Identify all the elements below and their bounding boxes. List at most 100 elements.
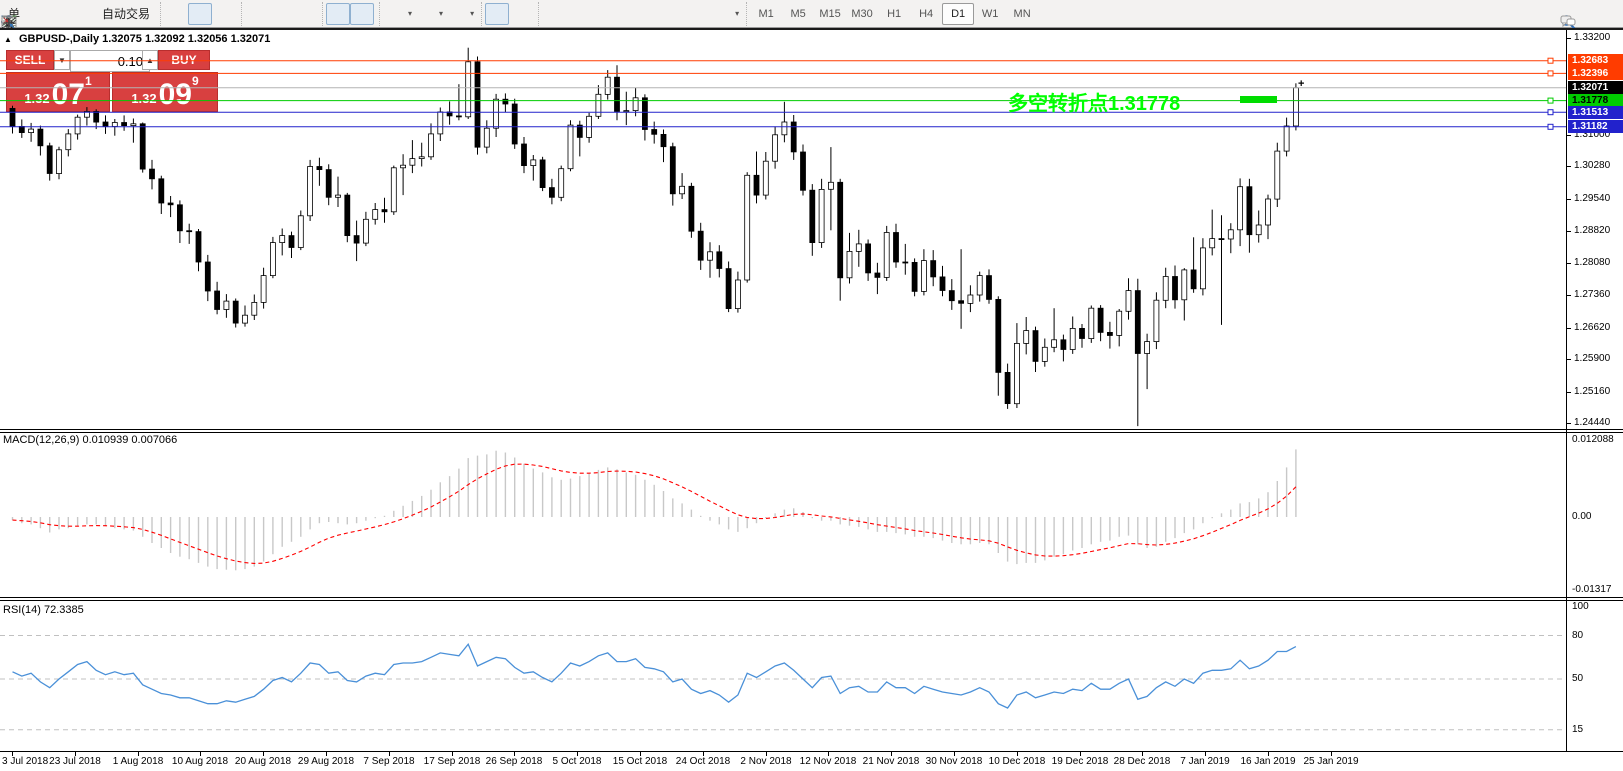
cursor-button[interactable] bbox=[6, 2, 510, 29]
chat-button[interactable] bbox=[1560, 2, 1617, 28]
macd-signal-line bbox=[12, 463, 1297, 564]
toolbar-group: M1 M5 M15 M30 H1 H4 D1 W1 MN bbox=[746, 1, 1041, 26]
trend-line-button[interactable] bbox=[2, 3, 614, 29]
text-button[interactable]: A bbox=[4, 3, 686, 30]
pane-separator[interactable] bbox=[0, 600, 1623, 601]
price-tick-mark bbox=[1566, 135, 1571, 136]
arrows-button[interactable] bbox=[3, 3, 734, 28]
trend-annotation-dash[interactable] bbox=[1240, 96, 1277, 103]
volume-increase-button[interactable]: ▲ bbox=[142, 50, 158, 70]
current-price-badge: 1.32071 bbox=[1568, 81, 1623, 94]
zoom-out-button[interactable] bbox=[2, 3, 293, 30]
pane-separator[interactable] bbox=[0, 432, 1623, 433]
line-chart-button[interactable] bbox=[1, 3, 236, 27]
price-tick-mark bbox=[1566, 328, 1571, 329]
bar-chart-button[interactable] bbox=[2, 3, 188, 28]
toolbar-group bbox=[1, 1, 320, 30]
chart-window[interactable]: ▲ GBPUSD-,Daily 1.32075 1.32092 1.32056 … bbox=[0, 30, 1623, 771]
rsi-pane[interactable] bbox=[0, 601, 1566, 751]
rsi-line bbox=[12, 642, 1297, 709]
macd-scale-min: -0.01317 bbox=[1572, 584, 1612, 595]
date-label: 28 Dec 2018 bbox=[1113, 756, 1171, 767]
price-tick-label: 1.25160 bbox=[1574, 386, 1611, 397]
timeframe-m15-button[interactable]: M15 bbox=[819, 7, 841, 20]
auto-scroll-button[interactable] bbox=[2, 2, 351, 28]
arrows-dropdown-caret[interactable]: ▾ bbox=[735, 9, 740, 18]
macd-label: MACD(12,26,9) 0.010939 0.007066 bbox=[3, 434, 178, 446]
level-price-badge: 1.31513 bbox=[1568, 106, 1623, 119]
date-label: 30 Nov 2018 bbox=[925, 756, 983, 767]
buy-button[interactable]: BUY bbox=[158, 50, 210, 70]
horizontal-line-button[interactable] bbox=[2, 3, 590, 25]
timeframe-mn-button[interactable]: MN bbox=[1013, 7, 1031, 20]
toolbar-right-icons bbox=[1559, 2, 1617, 30]
date-tick-mark bbox=[703, 752, 704, 756]
date-tick-mark bbox=[389, 752, 390, 756]
indicators-button[interactable] bbox=[2, 3, 407, 30]
price-tick-label: 1.28080 bbox=[1574, 257, 1611, 268]
price-tick-mark bbox=[1566, 166, 1571, 167]
date-tick-mark bbox=[1205, 752, 1206, 756]
buy-price-display[interactable]: 1.32 09 9 bbox=[112, 72, 218, 112]
timeframe-h1-button[interactable]: H1 bbox=[887, 7, 902, 20]
templates-button[interactable] bbox=[1, 3, 469, 28]
sell-price-pips: 07 bbox=[51, 78, 85, 111]
price-tick-label: 1.28820 bbox=[1574, 225, 1611, 236]
pane-separator[interactable] bbox=[0, 429, 1623, 430]
timeframe-m1-button[interactable]: M1 bbox=[758, 7, 774, 20]
price-axis-border bbox=[1566, 30, 1567, 752]
sell-price-display[interactable]: 1.32 07 1 bbox=[6, 72, 110, 112]
date-label: 25 Jan 2019 bbox=[1303, 756, 1359, 767]
autotrade-button[interactable]: 自动交易 bbox=[0, 3, 155, 30]
timeframe-d1-button[interactable]: D1 bbox=[942, 2, 975, 25]
date-tick-mark bbox=[514, 752, 515, 756]
date-label: 21 Nov 2018 bbox=[862, 756, 920, 767]
date-label: 7 Sep 2018 bbox=[363, 756, 415, 767]
periods-button[interactable] bbox=[2, 3, 438, 30]
chart-title: ▲ GBPUSD-,Daily 1.32075 1.32092 1.32056 … bbox=[4, 33, 270, 45]
signal-button[interactable] bbox=[3, 3, 97, 31]
price-tick-mark bbox=[1566, 199, 1571, 200]
rsi-scale-label: 80 bbox=[1572, 630, 1584, 641]
date-tick-mark bbox=[828, 752, 829, 756]
date-label: 15 Oct 2018 bbox=[612, 756, 668, 767]
macd-pane[interactable] bbox=[0, 433, 1566, 597]
crosshair-button[interactable] bbox=[2, 3, 533, 30]
sell-button[interactable]: SELL bbox=[6, 50, 54, 70]
text-label-button[interactable]: T bbox=[1, 3, 710, 30]
date-label: 3 Jul 2018 bbox=[2, 756, 49, 767]
timeframe-w1-button[interactable]: W1 bbox=[981, 7, 999, 20]
collapse-arrow-icon[interactable]: ▲ bbox=[4, 35, 12, 44]
date-tick-mark bbox=[891, 752, 892, 756]
date-label: 5 Oct 2018 bbox=[552, 756, 602, 767]
level-price-badge: 1.31778 bbox=[1568, 94, 1623, 107]
toolbar-group bbox=[2, 1, 536, 30]
indicators-dropdown-caret[interactable]: ▾ bbox=[408, 9, 413, 18]
timeframe-h4-button[interactable]: H4 bbox=[919, 7, 934, 20]
date-tick-mark bbox=[75, 752, 76, 756]
ohlc-open: 1.32075 bbox=[102, 33, 142, 45]
main-price-pane[interactable] bbox=[0, 30, 1566, 429]
toolbar-group bbox=[2, 1, 377, 28]
fibonacci-button[interactable]: F bbox=[3, 3, 662, 32]
templates-dropdown-caret[interactable]: ▾ bbox=[470, 9, 475, 18]
timeframe-m5-button[interactable]: M5 bbox=[790, 7, 806, 20]
chart-shift-button[interactable] bbox=[2, 2, 375, 28]
periods-dropdown-caret[interactable]: ▾ bbox=[439, 9, 444, 18]
timeframe-m30-button[interactable]: M30 bbox=[851, 7, 873, 20]
trend-annotation-text[interactable]: 多空转折点1.31778 bbox=[1008, 93, 1181, 115]
vertical-line-button[interactable] bbox=[8, 3, 566, 30]
date-label: 24 Oct 2018 bbox=[675, 756, 731, 767]
tile-windows-button[interactable] bbox=[1, 3, 317, 30]
horizontal-level-lines[interactable] bbox=[0, 57, 1566, 130]
channel-button[interactable]: E bbox=[1, 3, 638, 32]
gold-bar-button[interactable] bbox=[1, 3, 49, 27]
zoom-in-button[interactable] bbox=[2, 3, 269, 30]
level-price-badge: 1.31182 bbox=[1568, 120, 1623, 133]
symbol-period-label: GBPUSD-,Daily bbox=[18, 33, 100, 45]
volume-decrease-button[interactable]: ▼ bbox=[54, 50, 70, 70]
chart-window-button[interactable] bbox=[1, 3, 73, 28]
pane-separator[interactable] bbox=[0, 597, 1623, 598]
rsi-label: RSI(14) 72.3385 bbox=[3, 604, 84, 616]
candlestick-button[interactable] bbox=[2, 2, 213, 29]
